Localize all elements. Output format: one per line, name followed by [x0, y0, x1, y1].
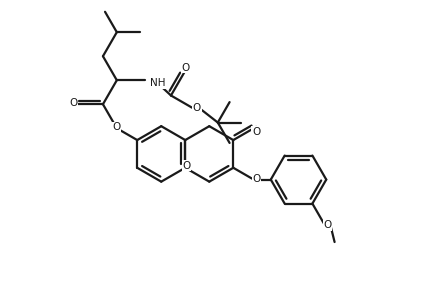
Text: O: O — [253, 173, 261, 184]
Text: O: O — [113, 122, 121, 132]
Text: O: O — [323, 220, 331, 230]
Text: O: O — [193, 103, 201, 113]
Text: O: O — [252, 127, 260, 137]
Text: O: O — [182, 161, 190, 171]
Text: O: O — [69, 98, 78, 108]
Text: NH: NH — [150, 78, 165, 88]
Text: O: O — [182, 62, 190, 72]
